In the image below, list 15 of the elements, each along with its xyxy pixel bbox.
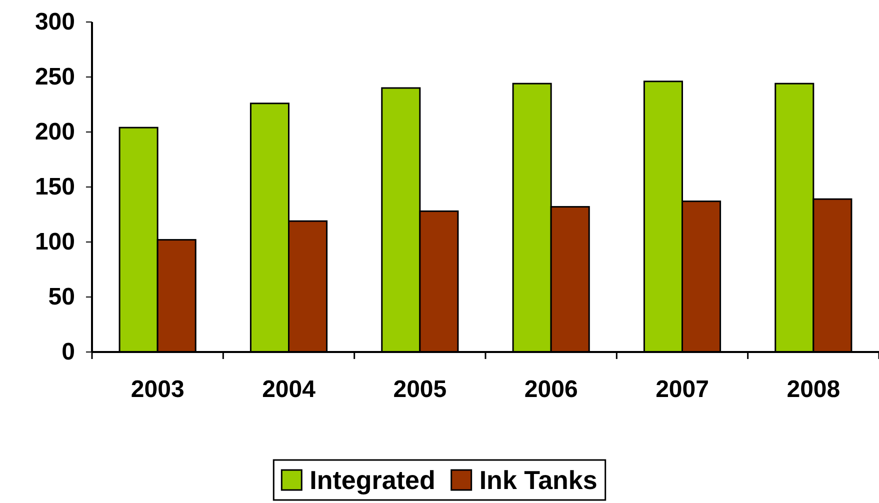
y-tick-label: 0 [62,338,75,366]
y-tick-label: 50 [48,284,75,311]
y-tick-label: 100 [34,228,75,256]
x-tick-label: 2007 [656,376,709,403]
x-tick-label: 2006 [524,376,578,403]
y-tick-label: 200 [34,118,75,146]
y-tick-label: 150 [34,174,75,201]
legend-label: Integrated [310,465,436,495]
x-tick-label: 2005 [393,376,447,403]
x-tick-label: 2003 [130,376,184,403]
y-tick-label: 300 [34,8,75,36]
x-tick-label: 2008 [786,376,840,403]
x-tick-label: 2004 [262,376,316,403]
legend-label: Ink Tanks [479,465,598,495]
y-tick-label: 250 [34,64,75,91]
